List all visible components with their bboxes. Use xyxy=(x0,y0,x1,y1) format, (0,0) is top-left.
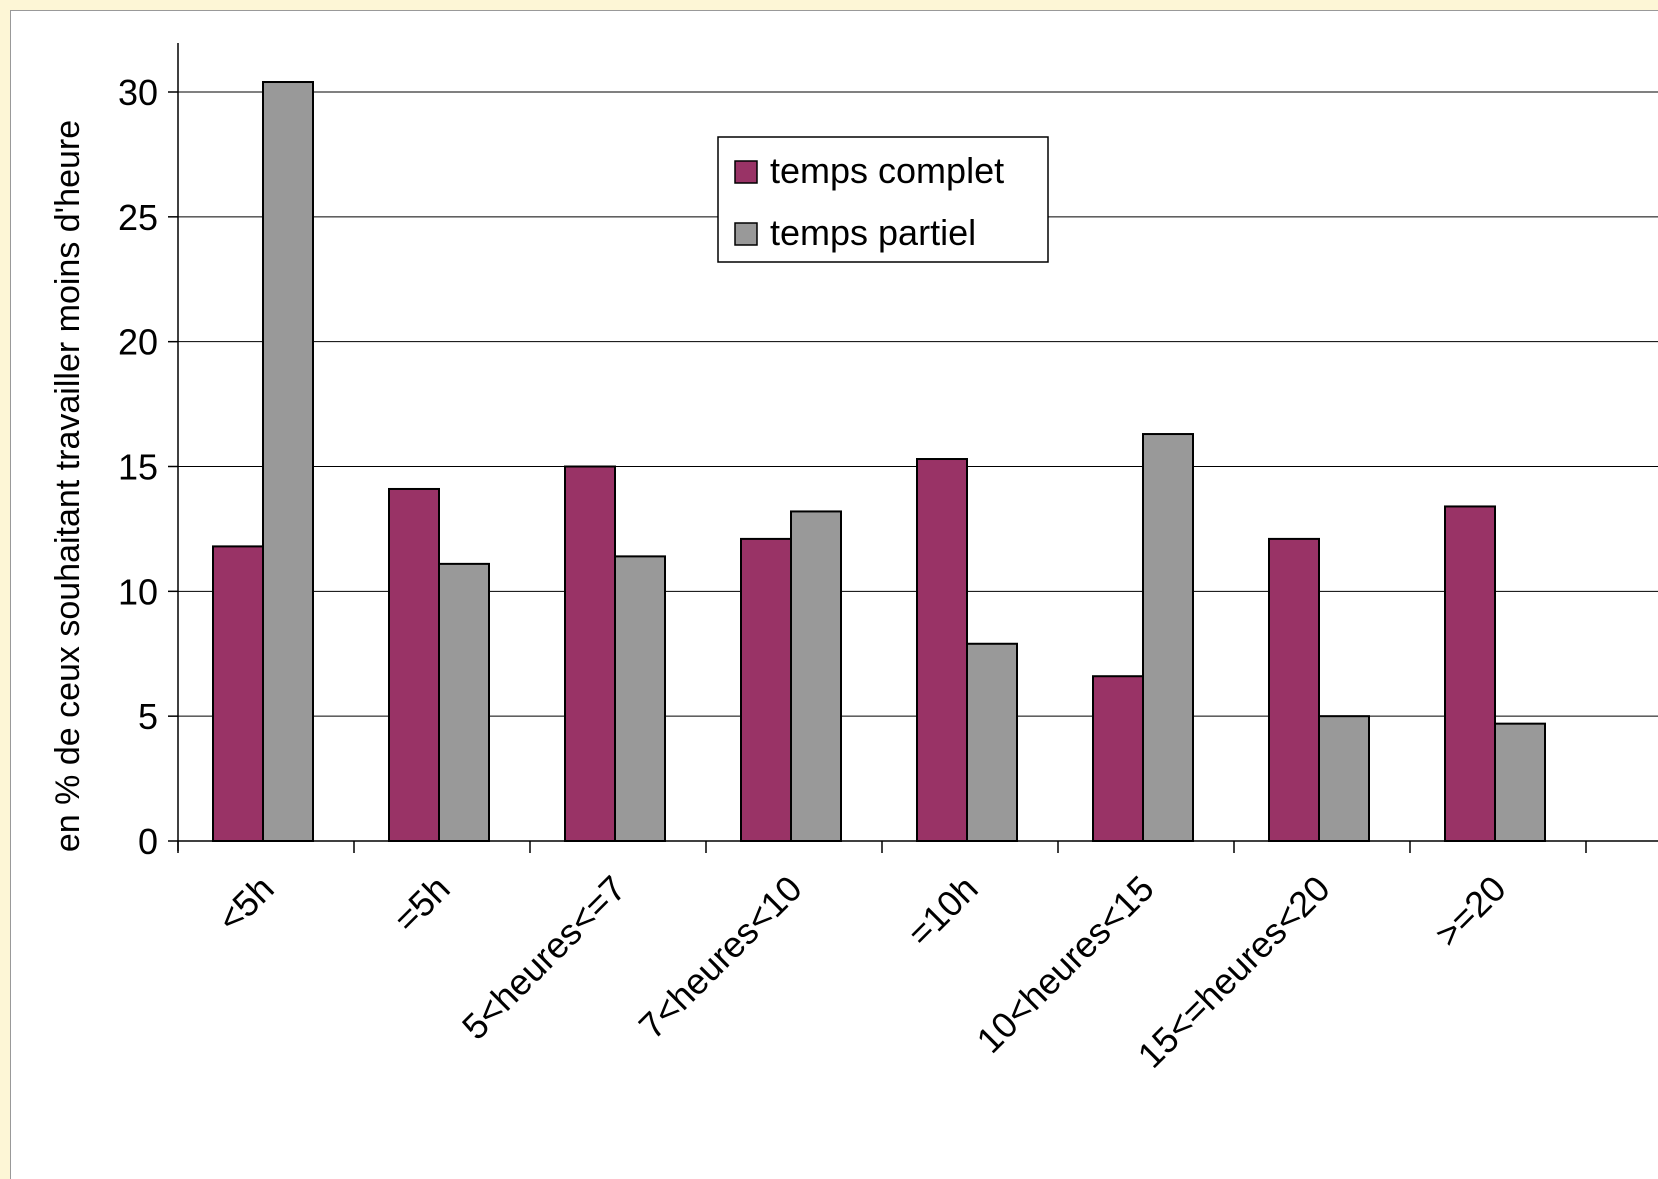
x-tick-label: >=20 xyxy=(1427,868,1514,955)
bar-temps-partiel xyxy=(1142,433,1194,842)
bar-temps-partiel xyxy=(614,555,666,842)
legend-label: temps complet xyxy=(770,150,1004,191)
bar-temps-complet xyxy=(212,545,264,842)
bar-chart: 0 5 10 15 20 25 30 <5h =5h5<heures<=77<heures<1… xyxy=(49,43,1658,1076)
y-tick-label: 5 xyxy=(138,696,158,737)
legend-swatch xyxy=(734,160,758,184)
x-tick-label: 7<heures<10 xyxy=(631,868,810,1047)
bar-temps-complet xyxy=(740,537,792,842)
y-tick-label: 25 xyxy=(118,197,158,238)
y-tick-label: 10 xyxy=(118,571,158,612)
y-tick-labels: 0 5 10 15 20 25 30 xyxy=(118,72,158,862)
axes xyxy=(168,43,1658,853)
y-tick-label: 15 xyxy=(118,447,158,488)
x-tick-label: =5h xyxy=(385,868,457,940)
chart-frame: 0 5 10 15 20 25 30 <5h =5h 5<heures<=7 7<heures<1… xyxy=(10,10,1658,1179)
x-tick-label: <5h xyxy=(209,868,281,940)
bar-temps-partiel xyxy=(262,81,314,843)
x-tick-label: 15<=heures<20 xyxy=(1130,868,1338,1076)
bar-temps-partiel xyxy=(966,642,1018,842)
y-tick-label: 20 xyxy=(118,322,158,363)
y-axis-label: en % de ceux souhaitant travailler moins… xyxy=(49,120,87,852)
bar-temps-complet xyxy=(916,458,968,842)
legend-swatch xyxy=(734,222,758,246)
bar-temps-complet xyxy=(1444,505,1496,842)
bar-temps-partiel xyxy=(790,510,842,842)
bar-temps-complet xyxy=(1092,675,1144,842)
x-tick-label: 10<heures<15 xyxy=(968,868,1161,1061)
bar-temps-complet xyxy=(388,487,440,842)
legend: temps complet temps partiel xyxy=(717,136,1049,263)
bars xyxy=(212,81,1546,843)
y-tick-label: 30 xyxy=(118,72,158,113)
bar-temps-complet xyxy=(564,465,616,842)
legend-box xyxy=(717,136,1049,263)
bar-temps-complet xyxy=(1268,537,1320,842)
y-tick-label: 0 xyxy=(138,821,158,862)
bar-temps-partiel xyxy=(438,562,490,842)
x-tick-labels: <5h =5h5<heures<=77<heures<10 =10h10<heure… xyxy=(209,868,1513,1076)
bar-temps-partiel xyxy=(1494,722,1546,843)
legend-label: temps partiel xyxy=(770,212,976,253)
x-tick-label: =10h xyxy=(899,868,985,954)
x-tick-label: 5<heures<=7 xyxy=(454,868,634,1048)
bar-temps-partiel xyxy=(1318,715,1370,843)
